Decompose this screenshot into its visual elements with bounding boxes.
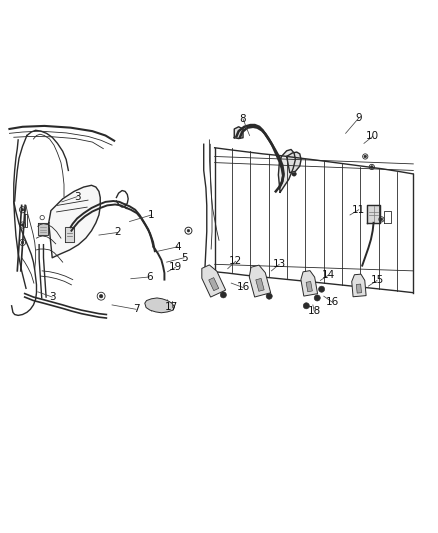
Circle shape	[314, 295, 320, 301]
Text: 15: 15	[371, 276, 384, 286]
Circle shape	[99, 294, 103, 298]
Polygon shape	[202, 265, 226, 297]
Text: 12: 12	[229, 256, 242, 266]
Text: 7: 7	[133, 304, 139, 314]
Text: 1: 1	[148, 210, 155, 220]
Circle shape	[21, 208, 24, 211]
Polygon shape	[357, 284, 361, 293]
Polygon shape	[38, 223, 48, 235]
Polygon shape	[145, 298, 174, 313]
Polygon shape	[249, 265, 271, 297]
Text: 3: 3	[74, 192, 81, 201]
Polygon shape	[256, 278, 264, 292]
Circle shape	[318, 286, 325, 292]
Circle shape	[288, 155, 292, 159]
Circle shape	[371, 166, 373, 168]
Circle shape	[187, 229, 190, 232]
Polygon shape	[287, 152, 301, 173]
Polygon shape	[234, 127, 243, 139]
Text: 4: 4	[174, 242, 181, 252]
Text: 17: 17	[165, 302, 178, 312]
Text: 13: 13	[272, 260, 286, 269]
Circle shape	[380, 218, 383, 221]
Polygon shape	[279, 149, 295, 192]
Circle shape	[289, 165, 293, 169]
Text: 10: 10	[366, 132, 379, 141]
Polygon shape	[352, 274, 366, 297]
Polygon shape	[301, 271, 318, 296]
Text: 2: 2	[114, 228, 121, 237]
Text: 18: 18	[307, 306, 321, 316]
Circle shape	[266, 293, 272, 299]
Polygon shape	[306, 281, 312, 292]
Text: 5: 5	[181, 253, 187, 263]
Polygon shape	[367, 205, 380, 223]
Polygon shape	[49, 185, 100, 258]
Text: 14: 14	[321, 270, 335, 280]
Text: 11: 11	[352, 205, 365, 215]
Polygon shape	[209, 278, 219, 290]
Circle shape	[21, 241, 24, 244]
Circle shape	[21, 224, 24, 227]
Circle shape	[303, 303, 309, 309]
Text: 9: 9	[355, 113, 362, 123]
Circle shape	[364, 155, 367, 158]
Circle shape	[292, 172, 296, 176]
Circle shape	[220, 292, 226, 298]
Polygon shape	[65, 227, 74, 242]
Text: 3: 3	[49, 292, 56, 302]
Text: 16: 16	[326, 297, 339, 308]
Text: 8: 8	[240, 114, 246, 124]
Text: 19: 19	[169, 262, 182, 272]
Text: 16: 16	[237, 282, 250, 293]
Text: 6: 6	[146, 272, 152, 282]
